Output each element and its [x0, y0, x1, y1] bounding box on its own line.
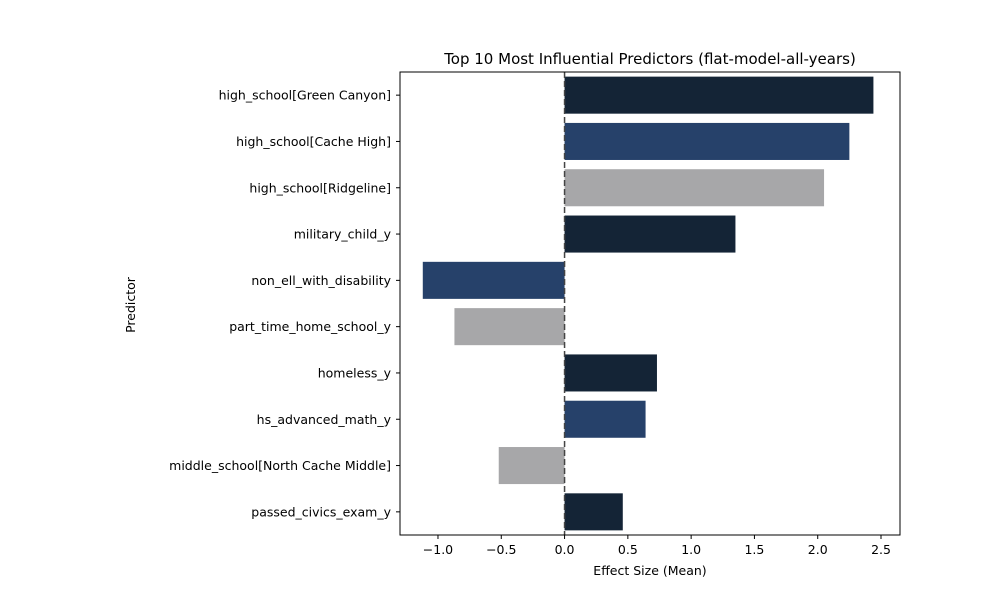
x-tick-label: 1.0	[681, 542, 701, 557]
x-tick-label: 0.5	[618, 542, 638, 557]
x-tick-label: 1.5	[744, 542, 764, 557]
y-tick-label: homeless_y	[318, 365, 392, 380]
plot-area-frame	[399, 71, 901, 536]
bar-9	[564, 493, 623, 531]
y-axis: high_school[Green Canyon] high_school[Cac…	[169, 88, 400, 519]
bar-7	[564, 400, 646, 438]
y-tick-label: high_school[Green Canyon]	[219, 88, 391, 103]
x-tick-label: −0.5	[486, 542, 516, 557]
bar-5	[454, 308, 565, 346]
y-tick-label: high_school[Cache High]	[236, 134, 391, 149]
bar-6	[564, 354, 657, 392]
y-tick-label: hs_advanced_math_y	[257, 412, 392, 427]
x-tick-label: 2.5	[871, 542, 891, 557]
bar-3	[564, 215, 736, 253]
y-tick-label: high_school[Ridgeline]	[249, 180, 391, 195]
x-tick-label: 0.0	[555, 542, 575, 557]
x-axis-label: Effect Size (Mean)	[593, 563, 706, 578]
bar-2	[564, 169, 825, 207]
y-tick-label: non_ell_with_disability	[251, 273, 391, 288]
bar-8	[498, 447, 565, 485]
bars-group	[422, 76, 874, 531]
bar-4	[422, 261, 565, 299]
y-tick-label: middle_school[North Cache Middle]	[169, 458, 391, 473]
chart-title: Top 10 Most Influential Predictors (flat…	[443, 50, 856, 68]
bar-0	[564, 76, 874, 114]
y-tick-label: part_time_home_school_y	[229, 319, 391, 334]
x-tick-label: −1.0	[423, 542, 453, 557]
y-tick-label: military_child_y	[294, 227, 392, 242]
y-tick-label: passed_civics_exam_y	[251, 504, 391, 519]
x-tick-label: 2.0	[808, 542, 828, 557]
x-axis: −1.0 −0.5 0.0 0.5 1.0 1.5 2.0 2.5	[423, 535, 891, 557]
bar-1	[564, 122, 850, 160]
y-axis-label: Predictor	[123, 276, 138, 333]
